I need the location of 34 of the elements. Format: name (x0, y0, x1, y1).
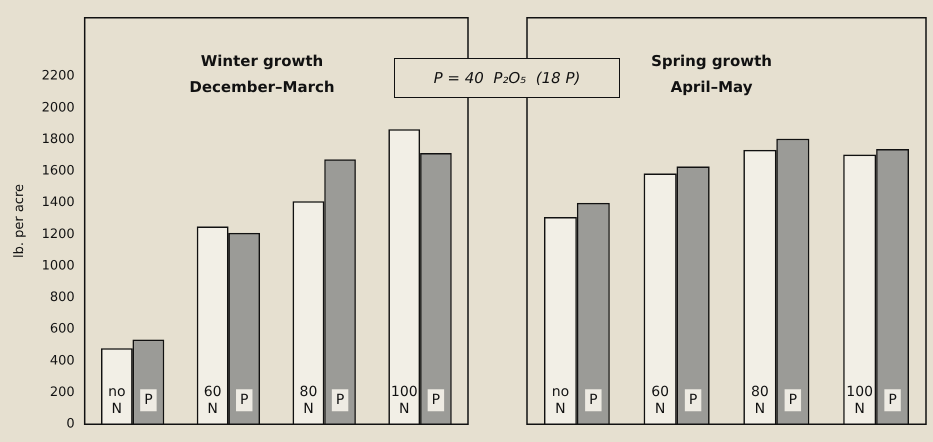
series-label: P (240, 392, 248, 408)
category-label: 100 N (390, 384, 418, 417)
text: April–May (670, 78, 753, 96)
text: P (788, 392, 798, 408)
category-label: 80 N (300, 384, 318, 417)
series-label: P (589, 392, 598, 408)
text: P (144, 392, 153, 408)
text: P (336, 392, 344, 408)
y-tick-label: 400 (50, 353, 75, 368)
note-box: P = 40 P₂O₅ (18 P) (394, 58, 620, 98)
y-tick-label: 2200 (42, 68, 75, 84)
text: Winter growth (200, 52, 324, 70)
text: P (888, 392, 897, 408)
y-tick-label: 800 (50, 290, 75, 306)
y-tick-label: 1600 (42, 164, 75, 179)
text: Spring growth (651, 52, 772, 70)
category-label: 80 N (751, 384, 769, 417)
y-axis-title: lb. per acre (12, 184, 28, 258)
y-tick-label: 1400 (42, 195, 75, 210)
y-tick-label: 1000 (42, 258, 75, 274)
category-label: no N (552, 384, 570, 417)
category-label: 60 N (204, 384, 222, 417)
category-label: 60 N (651, 384, 670, 417)
category-label: 100 N (846, 384, 874, 417)
text: P (432, 392, 440, 408)
y-tick-label: 1200 (42, 226, 75, 242)
y-tick-label: 1800 (42, 132, 75, 147)
text: P (688, 392, 698, 408)
text: December–March (189, 78, 335, 96)
y-tick-label: 200 (50, 384, 75, 400)
y-tick-label: 0 (66, 416, 75, 432)
y-tick-label: 600 (50, 322, 75, 337)
y-tick-label: 2000 (42, 100, 75, 116)
category-label: no N (108, 384, 126, 417)
